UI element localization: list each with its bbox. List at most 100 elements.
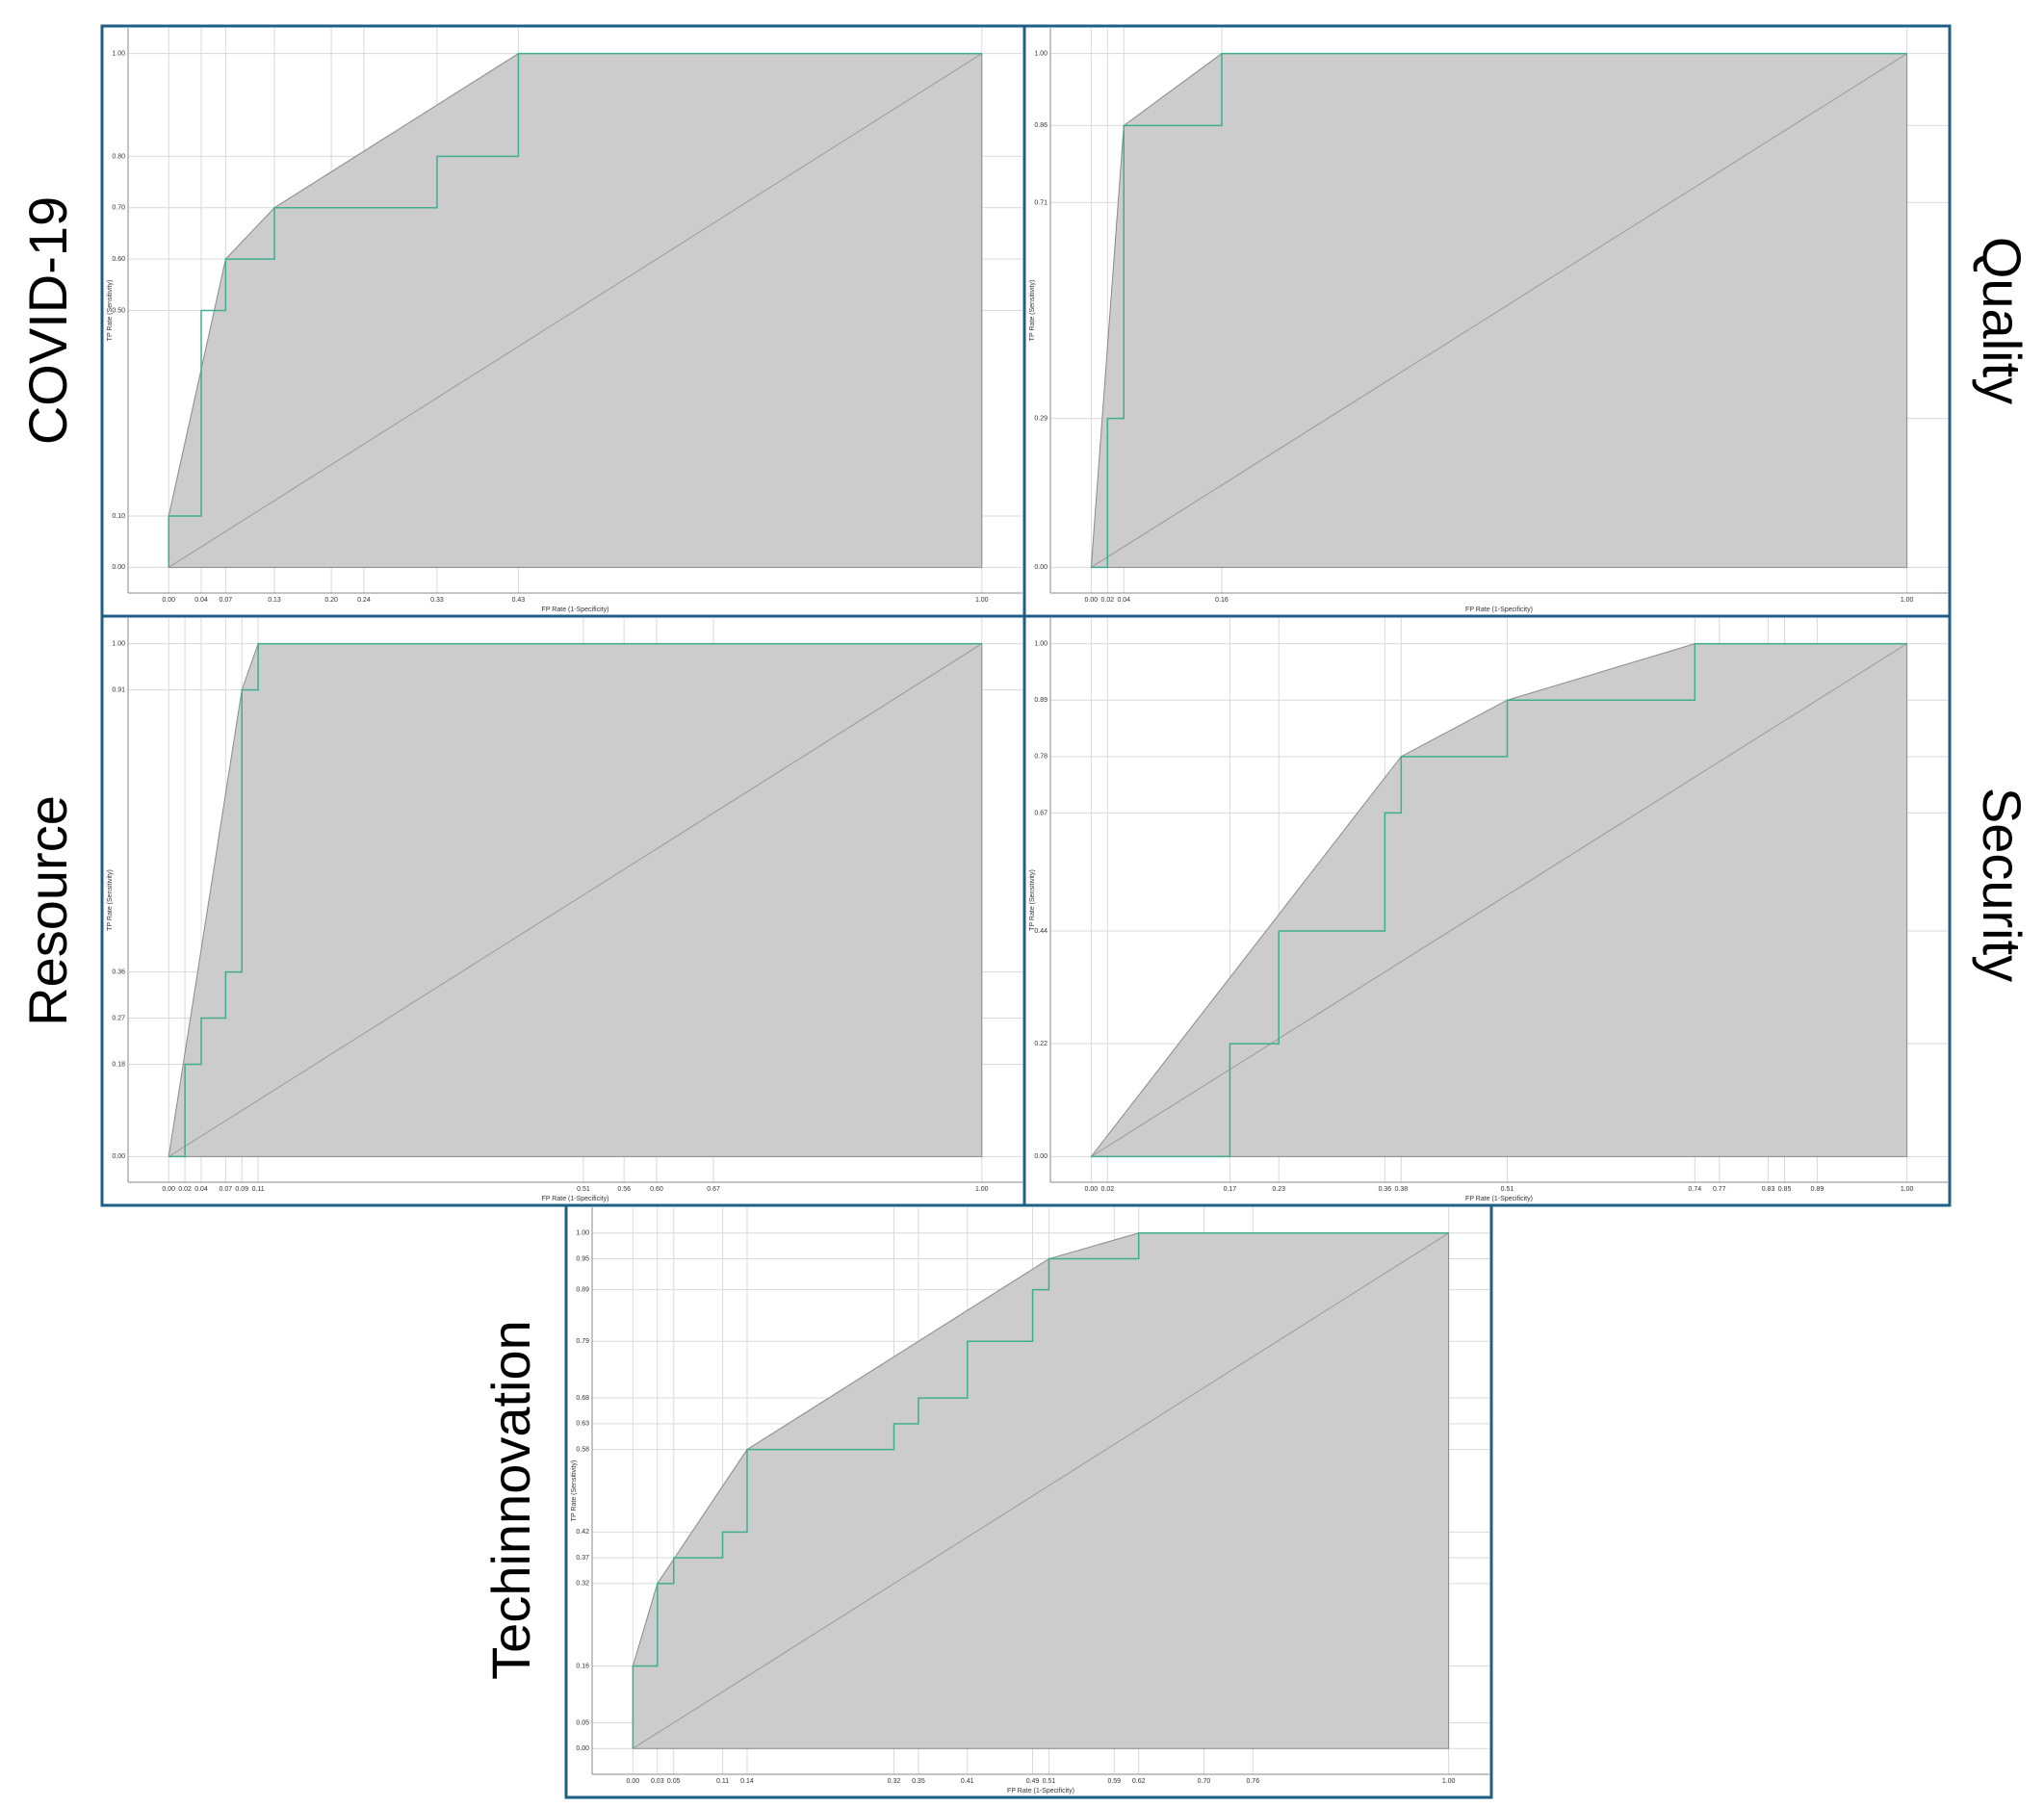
chance-diagonal [1091, 53, 1907, 568]
roc-curve [168, 642, 982, 1158]
chart-panel: 0.00 0.02 0.17 0.23 0.36 0.38 0.51 0.74 0.77 0.83… [1022, 614, 1952, 1207]
y-axis-label: TP Rate (Sensitivity) [107, 280, 114, 342]
y-tick-label: 0.71 [1034, 199, 1048, 206]
x-tick-label: 1.00 [1901, 597, 1914, 604]
chart-title: Resource [17, 795, 78, 1026]
y-tick-label: 1.00 [1034, 640, 1048, 647]
y-tick-label: 1.00 [112, 640, 125, 647]
roc-curve [632, 1232, 1449, 1749]
x-axis-label: FP Rate (1-Specificity) [1007, 1788, 1074, 1795]
x-tick-label: 0.09 [235, 1186, 248, 1193]
y-tick-label: 0.44 [1034, 928, 1048, 935]
x-tick-label: 0.76 [1246, 1778, 1259, 1785]
chance-diagonal [633, 1232, 1449, 1749]
x-tick-label: 0.60 [650, 1186, 663, 1193]
roc-curve [168, 52, 982, 568]
y-tick-label: 0.89 [1034, 697, 1048, 704]
chart-title: Security [1972, 788, 2032, 982]
x-tick-label: 0.35 [912, 1778, 925, 1785]
x-tick-label: 0.00 [1085, 1186, 1099, 1193]
x-tick-label: 0.16 [1215, 597, 1229, 604]
y-tick-label: 0.00 [1034, 564, 1048, 571]
y-tick-label: 0.16 [576, 1663, 589, 1669]
x-axis-label: FP Rate (1-Specificity) [1465, 607, 1533, 613]
chart-title: Techinnovation [480, 1320, 541, 1680]
x-tick-label: 0.49 [1026, 1778, 1040, 1785]
roc-curve [1091, 52, 1907, 569]
y-axis-label: TP Rate (Sensitivity) [1029, 280, 1036, 342]
y-tick-label: 0.79 [576, 1338, 589, 1345]
y-tick-label: 0.00 [1034, 1153, 1048, 1160]
x-tick-label: 1.00 [1901, 1186, 1914, 1193]
y-tick-label: 0.10 [112, 513, 125, 520]
y-tick-label: 0.63 [576, 1421, 589, 1428]
x-tick-label: 0.83 [1762, 1186, 1775, 1193]
x-tick-label: 0.77 [1713, 1186, 1726, 1193]
y-tick-label: 0.95 [576, 1255, 589, 1262]
chart-panel: 0.00 0.04 0.07 0.13 0.20 0.24 0.33 0.43 1.00 0.00… [100, 24, 1026, 618]
x-tick-label: 0.04 [194, 597, 208, 604]
x-tick-label: 0.02 [1100, 597, 1114, 604]
x-tick-label: 0.89 [1811, 1186, 1824, 1193]
x-tick-label: 0.00 [627, 1778, 640, 1785]
chance-diagonal [168, 53, 983, 568]
y-axis-label: TP Rate (Sensitivity) [571, 1460, 578, 1522]
y-tick-label: 0.50 [112, 307, 125, 314]
y-tick-label: 1.00 [1034, 51, 1048, 58]
y-tick-label: 0.22 [1034, 1041, 1048, 1047]
x-tick-label: 0.62 [1132, 1778, 1146, 1785]
y-tick-label: 0.36 [112, 969, 125, 975]
chance-diagonal [168, 643, 983, 1157]
x-tick-label: 0.51 [1043, 1778, 1056, 1785]
y-tick-label: 0.86 [1034, 122, 1048, 129]
y-tick-label: 0.00 [112, 1153, 125, 1160]
x-tick-label: 0.00 [162, 597, 175, 604]
x-tick-label: 0.04 [194, 1186, 208, 1193]
x-tick-label: 0.02 [1100, 1186, 1114, 1193]
x-tick-label: 0.67 [707, 1186, 720, 1193]
y-tick-label: 0.29 [1034, 415, 1048, 422]
y-tick-label: 0.60 [112, 256, 125, 263]
x-tick-label: 0.00 [162, 1186, 175, 1193]
x-tick-label: 0.56 [617, 1186, 631, 1193]
x-tick-label: 0.17 [1224, 1186, 1237, 1193]
x-tick-label: 1.00 [975, 597, 989, 604]
y-tick-label: 0.27 [112, 1015, 125, 1021]
x-tick-label: 0.07 [220, 1186, 233, 1193]
y-tick-label: 1.00 [576, 1230, 589, 1237]
y-tick-label: 0.00 [112, 564, 125, 571]
x-tick-label: 0.02 [178, 1186, 192, 1193]
x-tick-label: 0.85 [1778, 1186, 1792, 1193]
x-tick-label: 0.11 [716, 1778, 729, 1785]
y-tick-label: 0.58 [576, 1447, 589, 1454]
panel-border [564, 1203, 1493, 1799]
x-tick-label: 0.24 [357, 597, 371, 604]
y-tick-label: 0.37 [576, 1555, 589, 1562]
y-tick-label: 1.00 [112, 51, 125, 58]
x-tick-label: 0.38 [1395, 1186, 1409, 1193]
x-tick-label: 0.03 [651, 1778, 664, 1785]
x-tick-label: 0.51 [1501, 1186, 1514, 1193]
y-tick-label: 0.32 [576, 1581, 589, 1588]
x-tick-label: 0.41 [961, 1778, 974, 1785]
x-tick-label: 0.32 [888, 1778, 901, 1785]
y-tick-label: 0.70 [112, 205, 125, 212]
chart-panel: 0.00 0.02 0.04 0.16 1.000.000.290.710.861.00… [1022, 24, 1952, 618]
x-axis-label: FP Rate (1-Specificity) [1465, 1196, 1533, 1202]
chart-panel: 0.00 0.02 0.04 0.07 0.09 0.11 0.51 0.56 0.60 0.67… [100, 614, 1026, 1207]
y-axis-label: TP Rate (Sensitivity) [107, 869, 114, 931]
x-tick-label: 0.33 [430, 597, 444, 604]
y-tick-label: 0.80 [112, 153, 125, 160]
y-tick-label: 0.42 [576, 1529, 589, 1536]
x-tick-label: 0.43 [512, 597, 526, 604]
x-tick-label: 0.07 [220, 597, 233, 604]
chart-panel: 0.00 0.03 0.05 0.11 0.14 0.32 0.35 0.41 0.49 0.51… [564, 1203, 1493, 1799]
x-tick-label: 0.11 [252, 1186, 265, 1193]
x-tick-label: 0.00 [1085, 597, 1099, 604]
x-tick-label: 0.36 [1379, 1186, 1392, 1193]
x-axis-label: FP Rate (1-Specificity) [542, 1196, 609, 1202]
x-tick-label: 0.59 [1107, 1778, 1121, 1785]
chart-title: Quality [1972, 237, 2032, 404]
